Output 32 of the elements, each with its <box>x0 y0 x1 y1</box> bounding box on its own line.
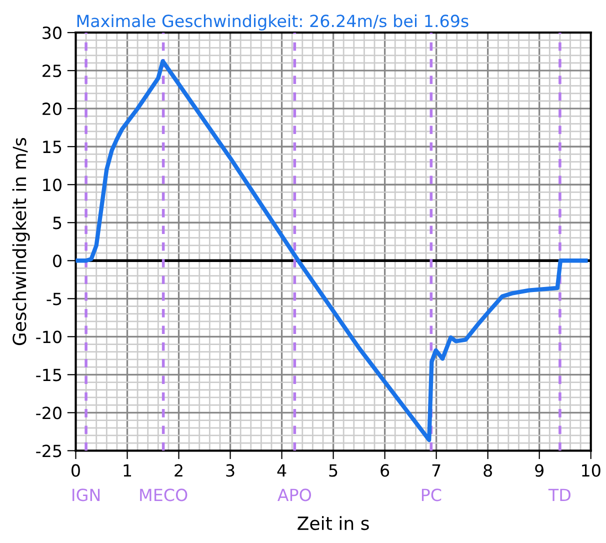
x-tick-label: 4 <box>277 464 286 477</box>
y-tick-label: 20 <box>42 102 62 116</box>
y-axis-title: Geschwindigkeit in m/s <box>12 138 30 346</box>
y-tick-label: -25 <box>36 444 62 458</box>
y-tick-label: 15 <box>43 140 62 154</box>
x-tick-label: 10 <box>582 464 600 477</box>
x-tick-label: 9 <box>535 464 544 477</box>
y-tick-label: -20 <box>36 406 62 420</box>
y-tick-label: -5 <box>46 292 62 306</box>
x-tick-label: 8 <box>484 464 492 477</box>
y-tick-label: 10 <box>43 178 62 192</box>
y-tick-label: 30 <box>42 26 62 40</box>
chart-title: Maximale Geschwindigkeit: 26.24m/s bei 1.69s <box>77 14 468 30</box>
ref-line-label: TD <box>548 488 570 501</box>
x-axis-title: Zeit in s <box>298 516 369 530</box>
x-tick-label: 5 <box>329 464 338 477</box>
ref-line-label: MECO <box>140 488 188 502</box>
y-tick-label: -10 <box>36 330 62 344</box>
y-tick-label: 0 <box>53 254 62 268</box>
ref-line-label: IGN <box>72 488 100 502</box>
y-tick-label: -15 <box>36 368 62 382</box>
x-tick-label: 0 <box>72 464 80 477</box>
x-tick-label: 1 <box>124 464 132 477</box>
y-tick-label: 25 <box>42 64 62 78</box>
ref-line-label: PC <box>422 488 442 502</box>
y-tick-label: 5 <box>53 216 62 230</box>
x-tick-label: 2 <box>174 464 182 477</box>
x-tick-label: 7 <box>432 464 440 477</box>
ref-line-label: APO <box>278 488 312 502</box>
line-series <box>76 59 588 442</box>
x-tick-label: 3 <box>226 464 234 477</box>
x-tick-label: 6 <box>380 464 390 477</box>
